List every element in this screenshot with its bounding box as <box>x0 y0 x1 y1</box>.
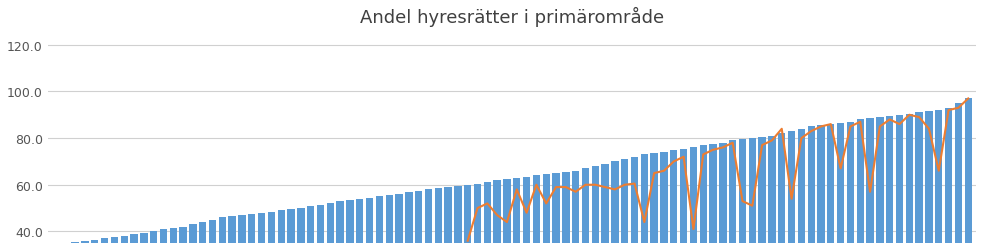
Bar <box>797 129 805 250</box>
Bar <box>543 174 549 250</box>
Bar <box>199 222 206 250</box>
Bar <box>915 113 923 250</box>
Bar <box>267 212 275 250</box>
Bar <box>101 238 108 250</box>
Bar <box>62 243 69 250</box>
Bar <box>779 134 785 250</box>
Bar <box>582 169 589 250</box>
Bar <box>739 140 746 250</box>
Bar <box>307 206 315 250</box>
Bar <box>611 162 618 250</box>
Bar <box>807 127 815 250</box>
Bar <box>218 218 226 250</box>
Bar <box>52 246 59 250</box>
Bar <box>749 138 756 250</box>
Bar <box>180 227 187 250</box>
Bar <box>170 228 177 250</box>
Bar <box>562 172 569 250</box>
Bar <box>277 210 285 250</box>
Bar <box>474 184 482 250</box>
Bar <box>759 138 766 250</box>
Bar <box>769 136 776 250</box>
Bar <box>238 215 246 250</box>
Bar <box>788 132 795 250</box>
Bar <box>631 157 638 250</box>
Bar <box>72 242 79 250</box>
Bar <box>376 196 383 250</box>
Bar <box>464 185 472 250</box>
Bar <box>454 186 462 250</box>
Bar <box>670 150 677 250</box>
Bar <box>837 124 844 250</box>
Bar <box>602 164 608 250</box>
Bar <box>444 187 452 250</box>
Bar <box>111 237 118 250</box>
Bar <box>385 196 393 250</box>
Title: Andel hyresrätter i primärområde: Andel hyresrätter i primärområde <box>360 7 664 27</box>
Bar <box>208 220 216 250</box>
Bar <box>896 115 903 250</box>
Bar <box>356 199 364 250</box>
Bar <box>415 191 423 250</box>
Bar <box>690 148 697 250</box>
Bar <box>552 174 559 250</box>
Bar <box>572 171 579 250</box>
Bar <box>876 118 884 250</box>
Bar <box>395 194 403 250</box>
Bar <box>503 179 510 250</box>
Bar <box>484 183 492 250</box>
Bar <box>248 214 256 250</box>
Bar <box>150 232 157 250</box>
Bar <box>846 122 854 250</box>
Bar <box>641 155 648 250</box>
Bar <box>856 120 864 250</box>
Bar <box>729 141 736 250</box>
Bar <box>91 240 98 250</box>
Bar <box>141 233 147 250</box>
Bar <box>964 99 972 250</box>
Bar <box>228 216 236 250</box>
Bar <box>523 177 530 250</box>
Bar <box>700 146 707 250</box>
Bar <box>317 205 324 250</box>
Bar <box>405 192 413 250</box>
Bar <box>720 143 726 250</box>
Bar <box>326 204 334 250</box>
Bar <box>680 149 687 250</box>
Bar <box>925 112 933 250</box>
Bar <box>710 144 717 250</box>
Bar <box>346 200 354 250</box>
Bar <box>886 116 894 250</box>
Bar <box>258 213 265 250</box>
Bar <box>425 190 433 250</box>
Bar <box>121 236 128 250</box>
Bar <box>287 210 295 250</box>
Bar <box>945 108 953 250</box>
Bar <box>513 178 520 250</box>
Bar <box>827 124 835 250</box>
Bar <box>866 119 874 250</box>
Bar <box>434 188 442 250</box>
Bar <box>297 208 305 250</box>
Bar <box>493 180 500 250</box>
Bar <box>935 111 943 250</box>
Bar <box>336 201 344 250</box>
Bar <box>651 154 658 250</box>
Bar <box>621 160 628 250</box>
Bar <box>905 114 913 250</box>
Bar <box>817 126 825 250</box>
Bar <box>160 229 167 250</box>
Bar <box>592 166 599 250</box>
Bar <box>82 241 88 250</box>
Bar <box>954 104 962 250</box>
Bar <box>131 234 138 250</box>
Bar <box>190 224 197 250</box>
Bar <box>366 198 374 250</box>
Bar <box>533 176 540 250</box>
Bar <box>661 152 667 250</box>
